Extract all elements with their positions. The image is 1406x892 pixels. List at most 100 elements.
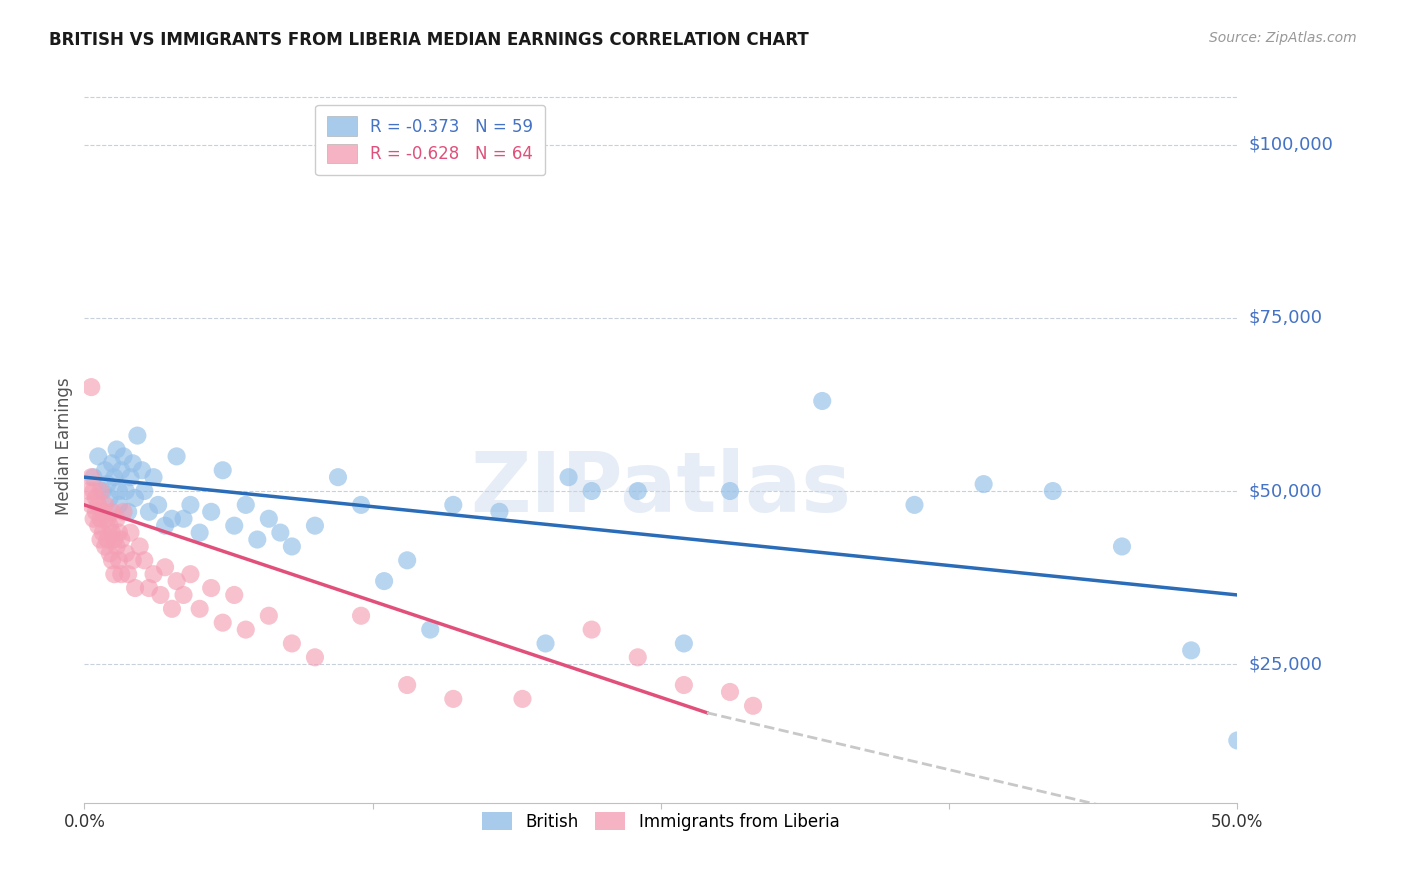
Point xyxy=(83,483,105,498)
Point xyxy=(110,533,132,547)
Point xyxy=(83,470,105,484)
Point xyxy=(1226,733,1249,747)
Point xyxy=(108,498,131,512)
Point xyxy=(257,608,280,623)
Point xyxy=(115,483,138,498)
Point xyxy=(811,394,834,409)
Point xyxy=(101,456,124,470)
Point xyxy=(742,698,765,713)
Point xyxy=(124,491,146,505)
Point xyxy=(89,533,111,547)
Point xyxy=(89,512,111,526)
Point xyxy=(188,602,211,616)
Point xyxy=(1042,483,1064,498)
Point xyxy=(112,505,135,519)
Point xyxy=(98,518,121,533)
Point xyxy=(211,615,233,630)
Point xyxy=(80,498,103,512)
Point xyxy=(128,540,150,554)
Point xyxy=(160,602,183,616)
Point xyxy=(581,483,603,498)
Point xyxy=(396,678,419,692)
Point xyxy=(103,567,125,582)
Point xyxy=(149,588,172,602)
Point xyxy=(91,525,114,540)
Point xyxy=(903,498,925,512)
Point xyxy=(96,512,118,526)
Point xyxy=(127,428,149,442)
Point xyxy=(138,505,160,519)
Point xyxy=(557,470,579,484)
Point xyxy=(581,623,603,637)
Y-axis label: Median Earnings: Median Earnings xyxy=(55,377,73,515)
Point xyxy=(103,470,125,484)
Point xyxy=(973,477,995,491)
Text: $100,000: $100,000 xyxy=(1249,136,1334,153)
Point xyxy=(98,546,121,560)
Point xyxy=(115,546,138,560)
Point xyxy=(89,483,111,498)
Point xyxy=(419,623,441,637)
Point xyxy=(269,525,291,540)
Point xyxy=(396,553,419,567)
Point xyxy=(142,567,165,582)
Point xyxy=(441,498,464,512)
Point xyxy=(281,636,304,650)
Point xyxy=(672,678,695,692)
Legend: British, Immigrants from Liberia: British, Immigrants from Liberia xyxy=(475,805,846,838)
Point xyxy=(83,512,105,526)
Point xyxy=(80,470,103,484)
Point xyxy=(166,574,188,588)
Point xyxy=(627,650,650,665)
Point xyxy=(211,463,233,477)
Point xyxy=(98,491,121,505)
Point xyxy=(134,553,156,567)
Point xyxy=(188,525,211,540)
Text: ZIPatlas: ZIPatlas xyxy=(471,449,851,529)
Point xyxy=(326,470,349,484)
Point xyxy=(160,512,183,526)
Point xyxy=(94,498,117,512)
Point xyxy=(91,505,114,519)
Point xyxy=(304,518,326,533)
Point xyxy=(77,483,100,498)
Point xyxy=(166,450,188,464)
Point xyxy=(91,483,114,498)
Point xyxy=(96,533,118,547)
Point xyxy=(80,380,103,394)
Point xyxy=(101,525,124,540)
Point xyxy=(350,608,373,623)
Point xyxy=(200,581,222,595)
Point xyxy=(101,505,124,519)
Point xyxy=(108,525,131,540)
Point xyxy=(84,505,107,519)
Point xyxy=(224,588,246,602)
Point xyxy=(173,512,195,526)
Text: $25,000: $25,000 xyxy=(1249,656,1323,673)
Point xyxy=(153,560,176,574)
Point xyxy=(224,518,246,533)
Point xyxy=(146,498,169,512)
Point xyxy=(110,463,132,477)
Point xyxy=(124,581,146,595)
Point xyxy=(110,567,132,582)
Point xyxy=(87,518,110,533)
Point xyxy=(512,691,534,706)
Point xyxy=(94,540,117,554)
Point xyxy=(103,533,125,547)
Point xyxy=(200,505,222,519)
Point xyxy=(1180,643,1202,657)
Point xyxy=(1111,540,1133,554)
Point xyxy=(350,498,373,512)
Point xyxy=(153,518,176,533)
Point xyxy=(257,512,280,526)
Point xyxy=(101,553,124,567)
Point xyxy=(672,636,695,650)
Point xyxy=(94,463,117,477)
Point xyxy=(718,483,741,498)
Point xyxy=(134,483,156,498)
Point xyxy=(304,650,326,665)
Point xyxy=(627,483,650,498)
Point xyxy=(138,581,160,595)
Point xyxy=(108,553,131,567)
